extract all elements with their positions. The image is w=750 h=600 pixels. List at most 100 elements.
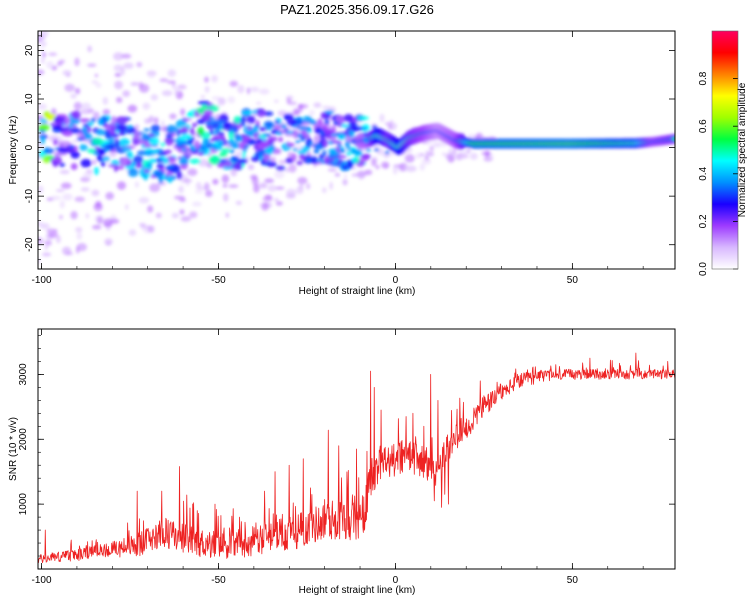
heatmap-cell [222, 122, 233, 128]
heatmap-cell [212, 178, 219, 185]
heatmap-cell [343, 174, 348, 179]
heatmap-cell [333, 151, 339, 156]
heatmap-cell [445, 153, 451, 160]
heatmap-cell [276, 131, 282, 135]
heatmap-cell [76, 232, 83, 240]
heatmap-cell [324, 128, 335, 135]
heatmap-cell [250, 156, 260, 162]
heatmap-cell [112, 52, 124, 61]
heatmap-cell [110, 138, 116, 142]
heatmap-cell [182, 117, 193, 121]
heatmap-cell [178, 128, 189, 135]
spectrogram-frame [37, 30, 676, 270]
heatmap-cell [115, 116, 128, 125]
snr-x-tick-label: 50 [567, 575, 579, 586]
heatmap-cell [342, 178, 348, 186]
heatmap-cell [213, 118, 226, 125]
heatmap-cell [362, 153, 370, 161]
heatmap-cell [292, 147, 298, 152]
heatmap-cell [375, 164, 380, 170]
snr-y-tick-label: 3000 [18, 363, 29, 386]
heatmap-cell [344, 140, 351, 148]
heatmap-cell [286, 142, 295, 147]
heatmap-cell [121, 53, 132, 59]
heatmap-cell [178, 186, 182, 192]
heatmap-cell [309, 109, 315, 116]
heatmap-cell [141, 133, 151, 142]
heatmap-cell [180, 156, 186, 161]
heatmap-cell [278, 129, 289, 133]
heatmap-cell [327, 168, 337, 172]
heatmap-cell [39, 118, 48, 124]
heatmap-cell [341, 123, 348, 128]
heatmap-cell [277, 166, 283, 171]
colorbar-tick-label: 0.8 [698, 71, 709, 85]
heatmap-cell [181, 147, 187, 152]
heatmap-cell [38, 142, 43, 151]
heatmap-cell [297, 177, 308, 185]
heatmap-cell [134, 124, 140, 131]
heatmap-cell [264, 146, 274, 155]
heatmap-cell [174, 87, 179, 96]
heatmap-cell [217, 97, 226, 106]
heatmap-cell [93, 111, 100, 119]
heatmap-cell [109, 218, 120, 224]
heatmap-cell [303, 131, 309, 139]
heatmap-cell [75, 226, 83, 233]
heatmap-cell [80, 158, 92, 168]
heatmap-cell [138, 83, 150, 93]
heatmap-cell [158, 176, 164, 184]
heatmap-cell [272, 124, 284, 129]
heatmap-cell [208, 155, 221, 165]
heatmap-cell [334, 173, 341, 177]
heatmap-cell [105, 192, 115, 200]
heatmap-cell [261, 138, 267, 142]
heatmap-cell [415, 152, 422, 160]
heatmap-cell [317, 118, 323, 127]
heatmap-cell [240, 123, 246, 127]
heatmap-cell [178, 158, 189, 165]
heatmap-cell [232, 161, 242, 171]
figure-title: PAZ1.2025.356.09.17.G26 [280, 2, 434, 17]
heatmap-cell [299, 153, 306, 160]
heatmap-cell [405, 164, 416, 173]
heatmap-cell [111, 115, 117, 125]
heatmap-cell [253, 183, 260, 193]
heatmap-cell [210, 117, 215, 121]
heatmap-cell [38, 221, 43, 227]
heatmap-cell [374, 148, 380, 152]
heatmap-cell [284, 114, 289, 121]
heatmap-cell [337, 133, 347, 140]
heatmap-cell [62, 70, 72, 76]
heatmap-cell [286, 117, 297, 127]
heatmap-cell [107, 164, 119, 168]
heatmap-cell [235, 150, 243, 158]
heatmap-cell [41, 252, 52, 257]
snr-frame [37, 328, 676, 570]
spectrogram-y-tick-label: 10 [24, 93, 35, 105]
heatmap-cell [62, 246, 72, 256]
heatmap-cell [70, 210, 78, 220]
heatmap-cell [147, 205, 154, 213]
heatmap-cell [135, 162, 144, 169]
heatmap-cell [211, 96, 221, 101]
heatmap-cell [671, 137, 675, 141]
heatmap-cell [85, 213, 89, 219]
heatmap-cell [150, 124, 161, 133]
heatmap-cell [166, 80, 176, 84]
heatmap-cell [275, 201, 283, 206]
heatmap-cell [59, 169, 70, 175]
heatmap-cell [99, 144, 105, 148]
spectrogram-x-tick-label: 50 [567, 275, 579, 286]
heatmap-cell [315, 159, 326, 163]
heatmap-cell [235, 200, 242, 206]
heatmap-cell [38, 237, 44, 245]
heatmap-cell [357, 116, 370, 121]
heatmap-cell [80, 187, 90, 192]
heatmap-cell [70, 150, 80, 159]
heatmap-cell [343, 114, 354, 122]
heatmap-cell [122, 90, 131, 98]
heatmap-cell [218, 142, 224, 146]
heatmap-cell [269, 156, 277, 163]
